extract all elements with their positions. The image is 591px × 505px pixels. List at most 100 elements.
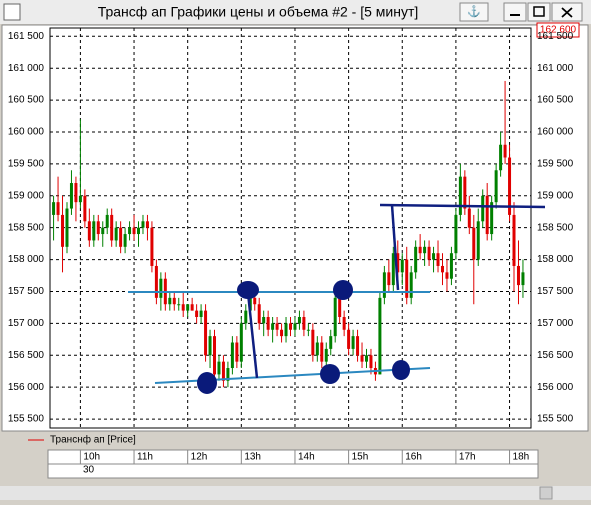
y-tick-label-right: 161 000 <box>537 63 574 74</box>
candle-body <box>409 272 413 298</box>
y-tick-label: 157 000 <box>8 318 45 329</box>
candle-body <box>239 323 243 362</box>
candle-body <box>423 246 427 254</box>
y-tick-label-right: 157 000 <box>537 318 574 329</box>
y-tick-label-right: 160 000 <box>537 127 574 138</box>
candle-body <box>293 323 297 330</box>
candle-body <box>364 355 368 362</box>
x-tick-label: 10h <box>83 452 100 463</box>
candle-body <box>481 195 485 222</box>
candle-body <box>141 221 145 228</box>
candle-body <box>123 234 127 247</box>
marker <box>237 281 259 299</box>
y-tick-label: 156 500 <box>8 350 45 361</box>
candle-body <box>387 272 391 286</box>
resistance-line <box>379 203 546 209</box>
candle-body <box>195 310 199 317</box>
candle-body <box>342 316 346 330</box>
candle-body <box>508 157 512 215</box>
candle-body <box>454 214 458 254</box>
x-tick-label: 15h <box>352 452 369 463</box>
candle-body <box>253 297 257 305</box>
candle-body <box>56 202 60 215</box>
y-tick-label: 156 000 <box>8 382 45 393</box>
candle-body <box>52 202 56 215</box>
candle-body <box>266 316 270 330</box>
candle-body <box>400 259 404 273</box>
x-tick-label: 14h <box>298 452 315 463</box>
candle-body <box>217 361 221 375</box>
maximize-button[interactable] <box>527 2 551 22</box>
candle-body <box>297 316 301 324</box>
candle-body <box>65 208 69 247</box>
y-tick-label-right: 161 500 <box>537 31 574 42</box>
x-tick-label: 11h <box>137 452 153 463</box>
candle-body <box>440 265 444 273</box>
candle-body <box>333 297 337 337</box>
candle-body <box>432 253 436 260</box>
minimize-button[interactable] <box>503 2 527 22</box>
candle-body <box>503 144 507 158</box>
candle-body <box>119 227 123 247</box>
candle-body <box>92 221 96 241</box>
candle-body <box>458 176 462 215</box>
candle-body <box>449 253 453 279</box>
candle-body <box>356 336 360 356</box>
candle-body <box>114 227 118 241</box>
candle-body <box>186 304 190 311</box>
candle-body <box>150 227 154 266</box>
y-tick-label: 160 000 <box>8 127 45 138</box>
y-tick-label: 159 500 <box>8 159 45 170</box>
candle-body <box>382 272 386 298</box>
candle-body <box>347 329 351 349</box>
scroll-thumb[interactable] <box>539 486 553 500</box>
candle-body <box>467 208 471 228</box>
marker <box>320 364 340 384</box>
title-bar <box>0 0 591 24</box>
y-tick-label: 159 000 <box>8 190 45 201</box>
x-tick-label: 13h <box>244 452 261 463</box>
candle-body <box>306 329 310 331</box>
candle-body <box>351 336 355 349</box>
candle-body <box>244 310 248 324</box>
candle-body <box>490 202 494 235</box>
candle-body <box>208 336 212 356</box>
candle-body <box>128 227 132 235</box>
candle-body <box>221 361 225 381</box>
y-tick-label: 158 000 <box>8 254 45 265</box>
candle-body <box>159 278 163 298</box>
candle-body <box>96 221 100 235</box>
anchor-button[interactable] <box>459 2 489 22</box>
candle-body <box>521 272 525 286</box>
drawings <box>128 203 546 394</box>
candle-body <box>338 297 342 317</box>
candle-body <box>320 342 324 362</box>
candle-body <box>360 355 364 362</box>
candle-body <box>137 227 141 235</box>
candle-body <box>74 183 78 203</box>
x-tick-label: 17h <box>459 452 476 463</box>
drawn-line <box>390 204 400 291</box>
drawn-line <box>246 292 259 379</box>
close-icon <box>561 7 573 18</box>
y-tick-label: 161 500 <box>8 31 45 42</box>
candle-body <box>235 342 239 362</box>
candle-body <box>83 195 87 222</box>
marker <box>197 372 217 394</box>
candle-body <box>145 221 149 228</box>
y-tick-label-right: 158 000 <box>537 254 574 265</box>
candle-body <box>378 297 382 375</box>
window-title: Трансф ап Графики цены и объема #2 - [5 … <box>98 4 419 20</box>
legend-entry: Транснф ап [Price] <box>50 434 136 446</box>
price-marker: 162 600 <box>540 25 577 36</box>
candle-body <box>172 297 176 305</box>
candle-body <box>391 253 395 286</box>
candle-body <box>289 323 292 330</box>
y-tick-label-right: 159 500 <box>537 159 574 170</box>
y-tick-label: 157 500 <box>8 286 45 297</box>
scrollbar[interactable] <box>0 486 591 500</box>
candle-body <box>132 227 136 235</box>
candle-body <box>271 323 275 330</box>
app-icon[interactable] <box>3 3 21 21</box>
y-tick-label-right: 157 500 <box>537 286 574 297</box>
